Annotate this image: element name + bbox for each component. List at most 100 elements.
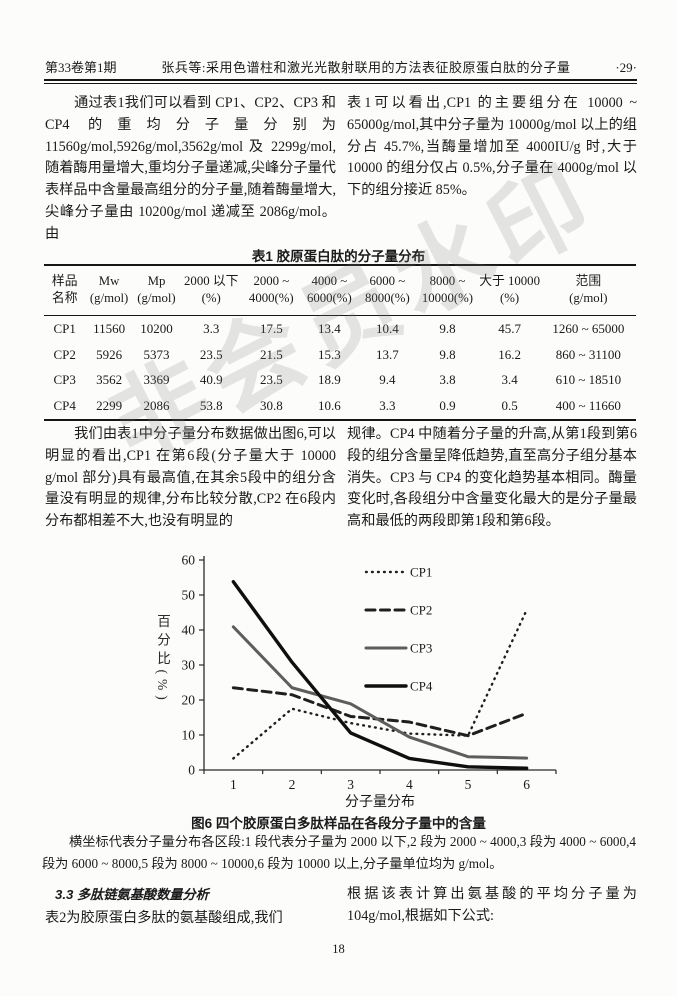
table-cell: 53.8 [199,398,223,414]
table-header-cell: 样品 名称 [44,265,86,316]
series-line-CP3 [231,625,529,760]
table-cell: 610 ~ 18510 [555,372,622,388]
table-cell: 3.4 [501,372,518,388]
section-3-3-left: 3.3 多肽链氨基酸数量分析 表2为胶原蛋白多肽的氨基酸组成,我们 [45,884,336,930]
paragraph-2-right: 规律。CP4 中随着分子量的升高,从第1段到第6段的组分含量呈降低趋势,直至高分… [347,426,637,530]
table-cell: CP4 [53,398,76,414]
table-cell: 5373 [143,346,170,362]
legend-label-CP3: CP3 [410,641,432,656]
table-cell: 11560 [93,320,126,336]
table-cell: 10200 [140,320,173,336]
x-tick-label: 2 [289,777,296,792]
running-title: 张兵等:采用色谱柱和激光光散射联用的方法表征胶原蛋白肽的分子量 [161,60,571,75]
table-cell: 9.8 [439,346,456,362]
table-header-cell: 8000 ~ 10000(%) [416,265,479,316]
table-cell: 3.3 [379,398,396,414]
table-cell: 0.9 [439,398,456,414]
x-tick-label: 5 [465,777,472,792]
table-cell: 9.4 [379,372,396,388]
table-cell: 400 ~ 11660 [555,398,621,414]
table-cell: 21.5 [259,346,283,362]
table-header-cell: 大于 10000 (%) [478,265,541,316]
table-cell: 3.3 [203,320,220,336]
molecular-weight-table: 样品 名称 Mw (g/mol) Mp (g/mol) 2000 以下 (%) 2000… [44,264,636,422]
x-tick-label: 3 [347,777,354,792]
table-header-cell: 范围 (g/mol) [540,265,636,316]
table-cell: 3562 [96,372,123,388]
table-cell: CP2 [53,346,76,362]
table-cell: 17.5 [259,320,283,336]
page-header: 第33卷第1期 张兵等:采用色谱柱和激光光散射联用的方法表征胶原蛋白肽的分子量 … [45,57,637,76]
paragraph-1-left: 通过表1我们可以看到 CP1、CP2、CP3 和 CP4 的重均分子量分别为 1… [45,95,336,242]
table-cell: 3369 [143,372,170,388]
table-cell: 40.9 [199,372,223,388]
header-rule [44,79,637,84]
table-cell: CP3 [53,372,76,388]
table-cell: 15.3 [317,346,341,362]
table-row: CP3 3562 3369 40.9 23.5 18.9 9.4 3.8 3.4 610 ~ 18… [44,368,636,394]
table-cell: 16.2 [498,346,521,362]
y-tick-label: 20 [182,693,196,708]
table-header-cell: 2000 以下 (%) [180,265,243,316]
section-left-text: 表2为胶原蛋白多肽的氨基酸组成,我们 [45,910,283,926]
x-axis-label: 分子量分布 [345,794,415,810]
table-cell: 9.8 [439,320,456,336]
journal-issue: 第33卷第1期 [45,60,117,75]
table-cell: 45.7 [498,320,521,336]
header-rule-thin [44,83,637,84]
paragraph-2-left: 我们由表1中分子量分布数据做出图6,可以明显的看出,CP1 在第6段(分子量大于… [45,426,336,530]
y-tick-label: 50 [182,588,196,603]
y-tick-label: 30 [182,658,196,673]
figure-note: 横坐标代表分子量分布各区段:1 段代表分子量为 2000 以下,2 段为 200… [42,834,636,871]
page-marker: ·29· [615,60,637,75]
figure-caption: 图6 四个胶原蛋白多肽样品在各段分子量中的含量 [191,816,486,831]
y-tick-label: 40 [182,623,196,638]
table-cell: 18.9 [317,372,341,388]
table-cell: 2299 [96,398,123,414]
x-tick-label: 4 [406,777,413,792]
y-axis-label: 百分比(%) [155,614,170,705]
table-header-cell: 6000 ~ 8000(%) [358,265,417,316]
section-heading: 3.3 多肽链氨基酸数量分析 [55,887,209,902]
header-rule-thick [44,79,637,81]
legend-label-CP4: CP4 [410,679,433,694]
table-header-cell: 4000 ~ 6000(%) [300,265,359,316]
table-cell: 2086 [143,398,170,414]
table-header-cell: 2000 ~ 4000(%) [242,265,301,316]
table-cell: 13.4 [317,320,341,336]
y-tick-label: 0 [188,763,195,778]
figure-6-chart: 0 10 20 30 40 50 60 1 2 3 4 5 6 分子量分布 CP1 CP2 CP3 CP4 百分比… [148,548,572,810]
table-row: CP4 2299 2086 53.8 30.8 10.6 3.3 0.9 0.5 400 ~ 11… [44,393,636,420]
table-row: CP2 5926 5373 23.5 21.5 15.3 13.7 9.8 16.2 860 ~ … [44,342,636,368]
table-cell: 23.5 [259,372,283,388]
series-line-CP1 [232,608,528,760]
legend-label-CP2: CP2 [410,603,432,618]
table-cell: 23.5 [199,346,223,362]
x-tick-label: 6 [523,777,530,792]
figure-chart-svg: 0 10 20 30 40 50 60 1 2 3 4 5 6 分子量分布 CP1 CP2 CP3 CP4 [182,553,557,810]
section-3-3-right: 根据该表计算出氨基酸的平均分子量为 104g/mol,根据如下公式: [347,886,637,924]
table-cell: 1260 ~ 65000 [552,320,625,336]
table-body: CP1 11560 10200 3.3 17.5 13.4 10.4 9.8 45.7 1260 … [44,316,636,421]
x-tick-label: 1 [230,777,237,792]
y-tick-label: 60 [182,553,196,568]
series-line-CP4 [231,580,529,770]
legend-label-CP1: CP1 [410,565,432,580]
table-title: 表1 胶原蛋白肽的分子量分布 [251,249,426,264]
table-header-cell: Mp (g/mol) [132,265,181,316]
page-number: 18 [332,942,345,956]
table-header-row: 样品 名称 Mw (g/mol) Mp (g/mol) 2000 以下 (%) 2000… [44,265,636,316]
table-cell: 30.8 [259,398,283,414]
table-cell: 10.6 [317,398,341,414]
y-tick-label: 10 [182,728,196,743]
paragraph-1-right: 表1可以看出,CP1 的主要组分在 10000 ~ 65000g/mol,其中分… [347,95,637,199]
table-row: CP1 11560 10200 3.3 17.5 13.4 10.4 9.8 45.7 1260 … [44,316,636,342]
table-cell: 860 ~ 31100 [555,346,621,362]
table-cell: 10.4 [375,320,399,336]
table-cell: 5926 [96,346,123,362]
table-cell: CP1 [53,320,76,336]
table-cell: 0.5 [501,398,518,414]
table-cell: 13.7 [375,346,399,362]
table-cell: 3.8 [439,372,456,388]
